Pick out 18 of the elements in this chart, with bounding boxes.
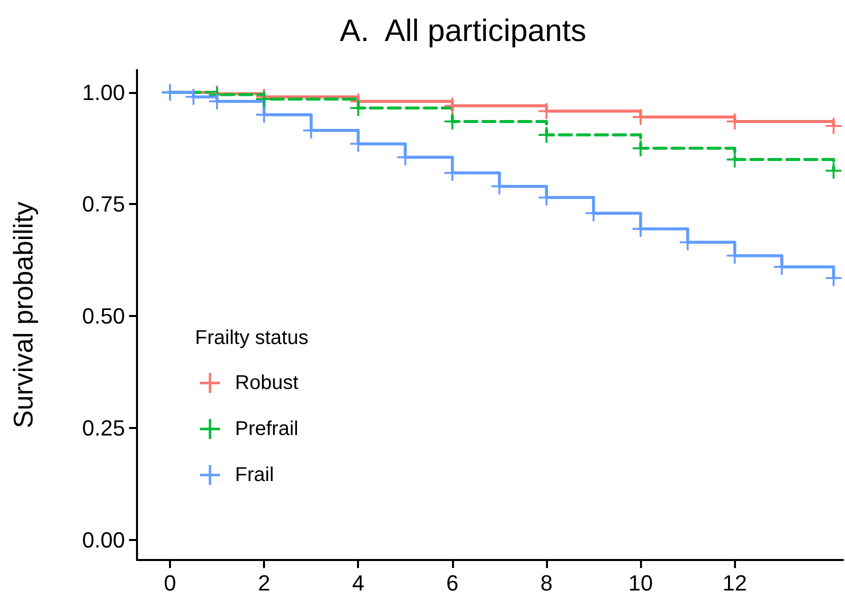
x-tick-label: 12 bbox=[722, 570, 747, 596]
legend-label: Frail bbox=[235, 464, 274, 486]
x-tick-label: 10 bbox=[628, 570, 653, 596]
legend-label: Prefrail bbox=[235, 418, 298, 440]
y-tick-label: 0.25 bbox=[82, 415, 125, 440]
chart-title: A. All participants bbox=[340, 13, 586, 48]
y-tick-label: 0.50 bbox=[82, 304, 125, 329]
x-tick-label: 6 bbox=[446, 570, 458, 596]
y-tick-label: 1.00 bbox=[82, 80, 125, 105]
x-tick-label: 4 bbox=[352, 570, 364, 596]
y-tick-label: 0.00 bbox=[82, 527, 125, 552]
x-tick-label: 8 bbox=[540, 570, 553, 596]
x-tick-label: 0 bbox=[164, 570, 176, 596]
y-axis-title: Survival probability bbox=[8, 201, 38, 428]
x-tick-label: 2 bbox=[258, 570, 270, 596]
legend-label: Robust bbox=[235, 372, 299, 394]
y-tick-label: 0.75 bbox=[82, 192, 125, 217]
legend-title: Frailty status bbox=[195, 327, 308, 349]
